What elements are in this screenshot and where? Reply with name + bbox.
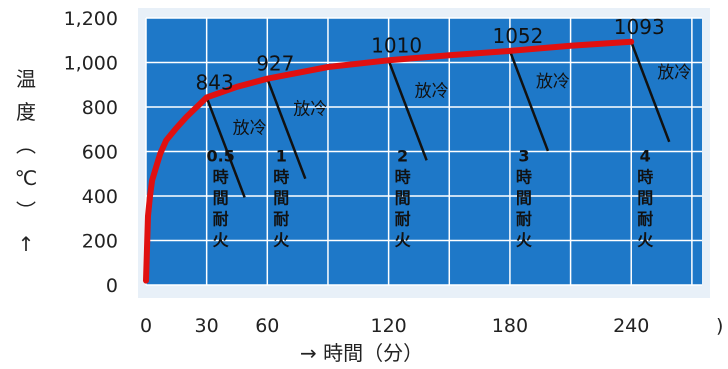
cooling-label-60: 放冷 bbox=[293, 100, 327, 120]
fire-rating-60-char-3: 耐 bbox=[273, 210, 289, 229]
cooling-label-240: 放冷 bbox=[657, 63, 691, 83]
fire-rating-240-char-4: 火 bbox=[637, 231, 654, 250]
fire-rating-180-char-0: 3 bbox=[518, 147, 529, 166]
y-axis-title-char-5: ↑ bbox=[18, 232, 35, 256]
peak-temperature-label-240: 1093 bbox=[614, 15, 665, 39]
cooling-line-120 bbox=[387, 59, 428, 161]
x-axis-end-mark: ) bbox=[716, 315, 723, 337]
fire-rating-240-char-1: 時 bbox=[637, 168, 653, 187]
y-tick-label-400: 400 bbox=[82, 186, 118, 208]
y-tick-label-1000: 1,000 bbox=[64, 53, 118, 75]
fire-rating-30-char-4: 火 bbox=[213, 231, 230, 250]
peak-temperature-label-120: 1010 bbox=[371, 33, 422, 57]
fire-rating-240-char-2: 間 bbox=[637, 189, 653, 208]
x-tick-label-60: 60 bbox=[255, 315, 279, 337]
x-tick-label-240: 240 bbox=[613, 315, 649, 337]
fire-rating-240-char-0: 4 bbox=[640, 147, 651, 166]
fire-rating-30-char-1: 時 bbox=[213, 168, 229, 187]
cooling-line-60 bbox=[266, 78, 307, 180]
y-axis-title-char-0: 温 bbox=[16, 67, 36, 91]
fire-rating-60-char-4: 火 bbox=[273, 231, 290, 250]
fire-rating-120-char-0: 2 bbox=[397, 147, 408, 166]
x-tick-label-30: 30 bbox=[195, 315, 219, 337]
fire-rating-120-char-1: 時 bbox=[395, 168, 411, 187]
x-tick-label-180: 180 bbox=[492, 315, 528, 337]
y-axis-title-char-3: ℃ bbox=[15, 166, 37, 190]
fire-rating-120-char-2: 間 bbox=[395, 189, 411, 208]
y-tick-label-1200: 1,200 bbox=[64, 8, 118, 30]
peak-temperature-label-180: 1052 bbox=[492, 24, 543, 48]
cooling-line-240 bbox=[630, 41, 671, 143]
peak-temperature-label-60: 927 bbox=[256, 52, 294, 76]
fire-rating-180-char-2: 間 bbox=[516, 189, 532, 208]
fire-rating-60-char-1: 時 bbox=[273, 168, 289, 187]
fire-rating-180-char-4: 火 bbox=[516, 231, 533, 250]
fire-rating-180-char-1: 時 bbox=[516, 168, 532, 187]
y-tick-labels: 0 200 400 600 800 1,000 1,200 bbox=[64, 8, 118, 297]
x-axis-title: → 時間（分） bbox=[300, 341, 423, 365]
fire-rating-60-char-0: 1 bbox=[276, 147, 287, 166]
cooling-line-180 bbox=[508, 50, 550, 152]
cooling-label-30: 放冷 bbox=[233, 118, 267, 138]
fire-rating-60-char-2: 間 bbox=[273, 189, 289, 208]
fire-rating-180-char-3: 耐 bbox=[516, 210, 532, 229]
fire-rating-120-char-4: 火 bbox=[395, 231, 412, 250]
y-tick-label-200: 200 bbox=[82, 231, 118, 253]
fire-rating-30-char-2: 間 bbox=[213, 189, 229, 208]
y-axis-title-char-4: ︶ bbox=[16, 199, 36, 223]
cooling-lines bbox=[205, 41, 671, 198]
x-tick-label-120: 120 bbox=[370, 315, 406, 337]
fire-rating-240-char-3: 耐 bbox=[637, 210, 653, 229]
x-tick-label-0: 0 bbox=[140, 315, 152, 337]
cooling-label-180: 放冷 bbox=[536, 72, 570, 92]
temperature-curve bbox=[143, 38, 635, 284]
annotation-labels: 843放冷0.5時間耐火927放冷1時間耐火1010放冷2時間耐火1052放冷3… bbox=[196, 15, 692, 250]
y-axis-title: 温度 ︵ ℃ ︶ ↑ bbox=[15, 67, 37, 256]
peak-temperature-label-30: 843 bbox=[196, 70, 234, 94]
fire-rating-30-char-3: 耐 bbox=[213, 210, 229, 229]
y-tick-label-800: 800 bbox=[82, 97, 118, 119]
y-tick-label-600: 600 bbox=[82, 142, 118, 164]
y-axis-title-char-2: ︵ bbox=[16, 133, 36, 157]
fire-rating-120-char-3: 耐 bbox=[395, 210, 411, 229]
y-tick-label-0: 0 bbox=[106, 275, 118, 297]
x-tick-labels: 0 30 60 120 180 240 bbox=[140, 315, 649, 337]
cooling-line-30 bbox=[205, 96, 246, 198]
fire-rating-30-char-0: 0.5 bbox=[206, 147, 234, 166]
y-axis-title-char-1: 度 bbox=[16, 100, 36, 124]
cooling-label-120: 放冷 bbox=[415, 81, 449, 101]
